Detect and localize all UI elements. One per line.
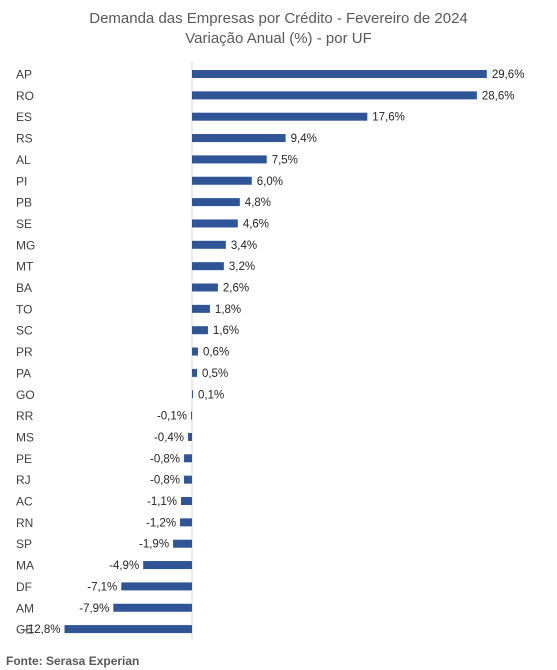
bar (184, 475, 192, 484)
bar (192, 304, 210, 313)
chart-title: Demanda das Empresas por Crédito - Fever… (89, 10, 468, 27)
bar (192, 347, 198, 356)
category-label: GE (16, 623, 33, 637)
data-label: 28,6% (482, 90, 515, 102)
category-label: SC (16, 324, 33, 338)
data-label: -1,2% (146, 517, 176, 529)
category-label: RO (16, 89, 34, 103)
data-label: 0,6% (203, 347, 229, 359)
data-label: -7,1% (87, 581, 117, 593)
category-label: TO (16, 302, 32, 316)
category-label: AL (16, 153, 31, 167)
bar (184, 454, 192, 463)
data-label: 1,8% (215, 304, 241, 316)
data-label: -4,9% (109, 560, 139, 572)
bar (192, 368, 197, 377)
data-label: 6,0% (257, 176, 283, 188)
data-label: -0,4% (154, 432, 184, 444)
bar (192, 390, 193, 399)
bar (181, 497, 192, 505)
data-label: 4,8% (245, 197, 271, 209)
data-label: -1,1% (147, 496, 177, 508)
data-label: 0,1% (198, 389, 224, 401)
category-label: AM (16, 601, 34, 615)
bar (192, 219, 238, 228)
bar (192, 198, 240, 207)
data-label: 3,4% (231, 240, 257, 252)
bar (121, 582, 192, 591)
category-label: SE (16, 217, 32, 231)
bar (192, 262, 224, 271)
bar (180, 518, 192, 527)
bar (192, 283, 218, 292)
bar (192, 326, 208, 335)
category-label: DF (16, 580, 32, 594)
category-label: MT (16, 260, 34, 274)
data-label: 7,5% (272, 154, 298, 166)
category-label: BA (16, 281, 32, 295)
data-label: -1,9% (139, 539, 169, 551)
category-label: PA (16, 366, 31, 380)
category-label: RJ (16, 473, 31, 487)
bar (192, 134, 286, 143)
category-label: MS (16, 430, 34, 444)
data-label: 1,6% (213, 325, 239, 337)
data-label: 29,6% (492, 69, 525, 81)
category-label: SP (16, 537, 32, 551)
category-label: AC (16, 495, 33, 509)
bar (192, 155, 267, 164)
bar (192, 176, 252, 185)
category-label: PR (16, 345, 33, 359)
data-label: 3,2% (229, 261, 255, 273)
category-label: MA (16, 559, 34, 573)
data-label: -7,9% (79, 603, 109, 615)
bar (113, 603, 192, 612)
category-label: PB (16, 196, 32, 210)
data-label: 17,6% (372, 112, 405, 124)
category-label: AP (16, 68, 32, 82)
category-label: RR (16, 409, 34, 423)
data-label: -0,1% (157, 411, 187, 423)
data-label: 9,4% (291, 133, 317, 145)
category-label: GO (16, 388, 35, 402)
data-label: -0,8% (150, 453, 180, 465)
bar (143, 561, 192, 570)
data-label: -12,8% (24, 624, 60, 636)
bar (173, 539, 192, 548)
bar (191, 411, 192, 420)
bar (188, 432, 192, 441)
category-label: RS (16, 132, 33, 146)
bar (192, 112, 368, 121)
bar (192, 91, 477, 100)
source-note: Fonte: Serasa Experian (6, 654, 140, 668)
category-label: PI (16, 174, 27, 188)
category-label: RN (16, 516, 33, 530)
bar (192, 70, 487, 78)
chart-subtitle: Variação Anual (%) - por UF (185, 30, 372, 47)
data-label: 2,6% (223, 283, 249, 295)
data-label: -0,8% (150, 475, 180, 487)
data-label: 0,5% (202, 368, 228, 380)
bar (64, 625, 192, 634)
category-label: PE (16, 452, 32, 466)
category-label: ES (16, 110, 32, 124)
data-label: 4,6% (243, 218, 269, 230)
bar (192, 240, 226, 249)
category-label: MG (16, 238, 35, 252)
